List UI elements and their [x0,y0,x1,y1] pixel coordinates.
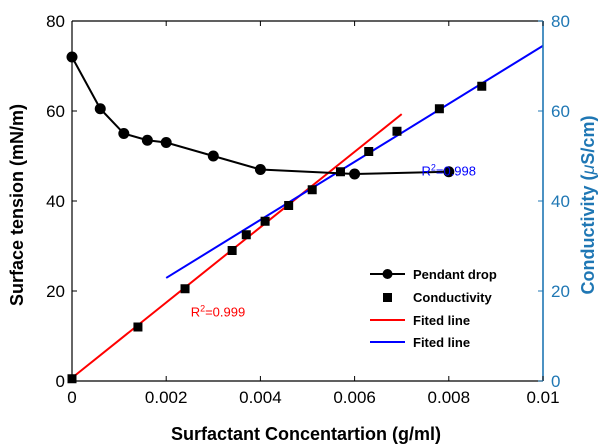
legend-pendant-drop-marker [382,269,393,279]
pendant-drop-point [349,168,361,180]
right-y-tick-label: 60 [551,102,570,121]
x-tick-label: 0.002 [145,388,188,407]
x-tick-label: 0 [67,388,76,407]
legend-conductivity-marker [383,293,392,302]
x-tick-label: 0.01 [526,388,559,407]
legend-label-conductivity: Conductivity [413,290,492,305]
right-y-tick-label: 40 [551,192,570,211]
annotation-suffix: =0.998 [436,163,476,178]
pendant-drop-point [443,166,455,178]
pendant-drop-point [254,164,266,175]
r-squared-blue-annotation: R2=0.998 [421,162,476,178]
right-y-axis-title-suffix: S/cm) [578,116,598,165]
left-y-tick-label: 40 [46,192,65,211]
right-y-tick-label: 20 [551,282,570,301]
pendant-drop-line [71,56,449,176]
annotation-superscript: 2 [200,304,205,314]
r-squared-red-annotation: R2=0.999 [191,304,246,320]
conductivity-point [434,104,444,114]
right-y-axis-title-prefix: Conductivity ( [578,174,598,294]
pendant-drop-point [160,137,172,148]
conductivity-point [260,216,270,226]
pendant-drop-point [207,150,219,162]
conductivity-point [227,246,237,255]
conductivity-point [180,284,190,294]
left-y-axis-title: Surface tension (mN/m) [7,104,27,306]
left-y-tick-label: 80 [46,12,65,31]
x-tick-label: 0.008 [428,388,471,407]
conductivity-point [241,230,251,240]
conductivity-point [307,185,317,195]
right-y-axis-title: Conductivity (μS/cm) [578,116,598,295]
pendant-drop-point [118,128,130,139]
axes: 0 0.002 0.004 0.006 0.008 0.01020406080020406… [46,12,570,407]
x-axis-title: Surfactant Concentartion (g/ml) [171,424,441,444]
annotation-superscript: 2 [431,162,436,172]
conductivity-point [392,126,402,136]
right-y-axis-title-mu: μ [578,164,598,175]
left-y-tick-label: 0 [56,372,65,391]
legend-label-pendant-drop: Pendant drop [413,267,497,282]
conductivity-point [477,81,487,91]
pendant-drop-point [141,134,153,146]
pendant-drop-point [94,103,106,115]
conductivity-point [133,322,143,332]
x-tick-label: 0.004 [239,388,282,407]
annotation-suffix: =0.999 [205,305,245,320]
annotation-prefix: R [421,163,430,178]
conductivity-point [335,167,345,177]
left-y-tick-label: 60 [46,102,65,121]
legend-label-blue-fit: Fited line [413,335,470,350]
blue-fit-line [165,44,544,279]
legend-label-red-fit: Fited line [413,313,470,328]
plot-area [66,44,544,384]
annotation-prefix: R [191,305,200,320]
conductivity-point [364,147,374,156]
right-y-tick-label: 80 [551,12,570,31]
right-y-tick-label: 0 [551,372,560,391]
x-tick-label: 0.006 [333,388,376,407]
conductivity-point [284,201,294,210]
legend: Pendant drop Conductivity Fited line Fit… [370,267,497,350]
left-y-tick-label: 20 [46,282,65,301]
red-fit-line [71,113,403,379]
